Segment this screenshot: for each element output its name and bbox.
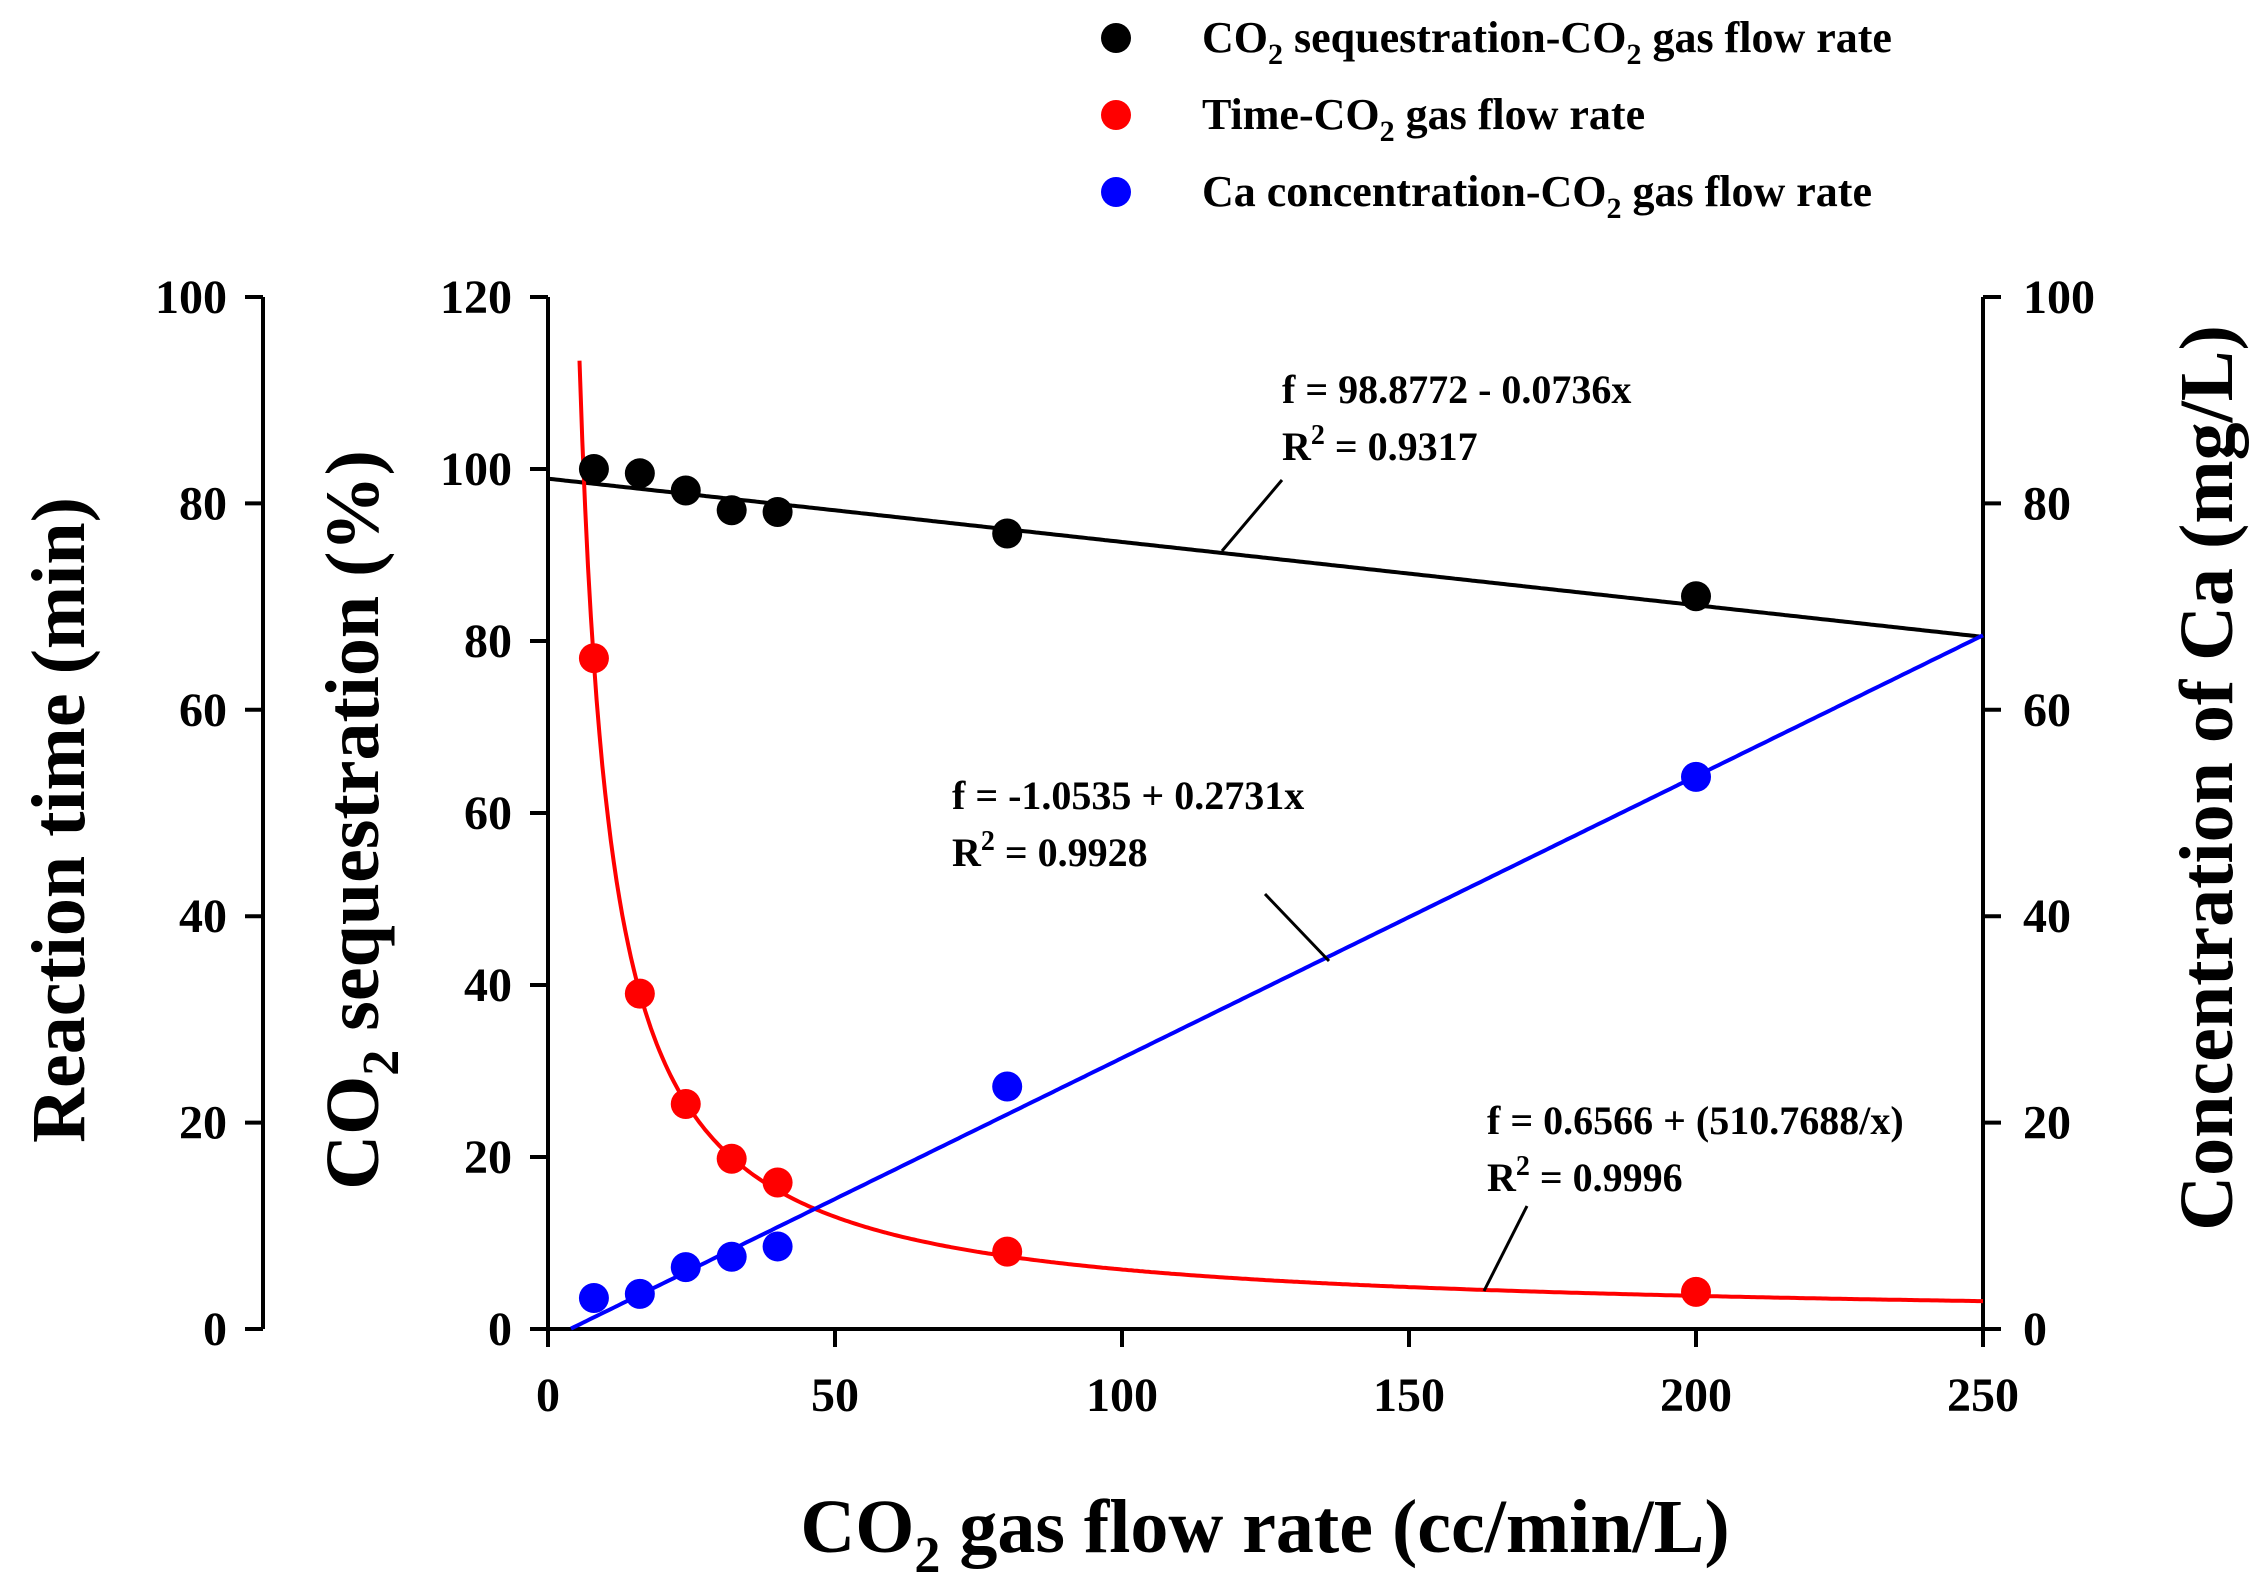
data-point-0: [762, 497, 793, 527]
data-point-2: [716, 1241, 747, 1272]
x-tick-label: 250: [1947, 1369, 2019, 1422]
fit-r2-2: R2 = 0.9928: [952, 826, 1148, 875]
x-tick-label: 50: [811, 1369, 859, 1422]
legend-label-0: CO2 sequestration-CO2 gas flow rate: [1202, 13, 1892, 71]
data-point-1: [992, 1236, 1023, 1267]
data-point-1: [670, 1089, 701, 1120]
legend-marker-2: [1101, 177, 1131, 207]
fit-equation-2: f = -1.0535 + 0.2731x: [952, 773, 1304, 818]
fit-r2-1: R2 = 0.9996: [1487, 1151, 1683, 1200]
x-axis-title: CO2 gas flow rate (cc/min/L): [800, 1485, 1729, 1582]
data-point-2: [762, 1231, 793, 1262]
data-points: [578, 454, 1711, 1314]
fit-line-2: [570, 633, 1984, 1331]
fit-leader-line-2: [1263, 892, 1331, 963]
data-point-0: [716, 495, 747, 526]
x-tick-label: 150: [1373, 1369, 1445, 1422]
fit-equation-1: f = 0.6566 + (510.7688/x): [1487, 1098, 1904, 1143]
data-point-2: [578, 1283, 609, 1314]
legend-marker-0: [1101, 23, 1131, 53]
data-point-0: [624, 458, 655, 489]
time-tick-label: 100: [155, 271, 227, 324]
ca-tick-label: 60: [2023, 684, 2071, 737]
time-tick-label: 80: [179, 477, 227, 530]
fit-line-1: [577, 360, 1983, 1304]
axis-titles: CO2 gas flow rate (cc/min/L) Reaction tim…: [17, 325, 2249, 1582]
ca-tick-label: 100: [2023, 271, 2095, 324]
seq-axis-title: CO2 sequestration (%): [311, 450, 410, 1190]
seq-tick-label: 20: [464, 1131, 512, 1184]
seq-tick-label: 80: [464, 615, 512, 668]
data-point-1: [762, 1167, 793, 1198]
data-point-2: [1681, 761, 1711, 792]
time-tick-label: 40: [179, 890, 227, 943]
data-point-1: [716, 1143, 747, 1174]
axes: 0 50 100 150 200 2500204060801001200204060801…: [155, 271, 2095, 1422]
fit-annotations: f = 98.8772 - 0.0736x R2 = 0.9317 f = 0.65…: [952, 367, 1904, 1292]
time-tick-label: 20: [179, 1097, 227, 1150]
seq-tick-label: 40: [464, 959, 512, 1012]
seq-tick-label: 120: [440, 271, 512, 324]
data-point-0: [578, 454, 609, 484]
fit-equation-0: f = 98.8772 - 0.0736x: [1282, 367, 1631, 412]
seq-tick-label: 60: [464, 787, 512, 840]
fit-line-0: [547, 476, 1984, 639]
legend: CO2 sequestration-CO2 gas flow rate Time-…: [1101, 13, 1892, 225]
x-tick-label: 100: [1086, 1369, 1158, 1422]
ca-tick-label: 40: [2023, 890, 2071, 943]
data-point-2: [670, 1252, 701, 1283]
time-axis-title: Reaction time (min): [17, 497, 101, 1143]
x-tick-label: 0: [536, 1369, 560, 1422]
data-point-1: [578, 643, 609, 674]
legend-marker-1: [1101, 100, 1131, 130]
legend-label-2: Ca concentration-CO2 gas flow rate: [1202, 167, 1872, 225]
data-point-0: [670, 475, 701, 506]
legend-label-1: Time-CO2 gas flow rate: [1202, 90, 1645, 148]
data-point-0: [992, 518, 1023, 549]
fit-leader-line-1: [1482, 1205, 1529, 1292]
data-point-1: [1681, 1276, 1711, 1307]
data-point-2: [624, 1278, 655, 1309]
ca-tick-label: 20: [2023, 1097, 2071, 1150]
data-point-0: [1681, 581, 1711, 612]
ca-tick-label: 0: [2023, 1303, 2047, 1356]
fit-leader-line-0: [1220, 479, 1284, 552]
ca-tick-label: 80: [2023, 477, 2071, 530]
seq-tick-label: 0: [488, 1303, 512, 1356]
seq-tick-label: 100: [440, 443, 512, 496]
data-point-1: [624, 978, 655, 1009]
time-tick-label: 0: [203, 1303, 227, 1356]
fit-r2-0: R2 = 0.9317: [1282, 420, 1478, 469]
ca-axis-title: Concentration of Ca (mg/L): [2165, 325, 2249, 1231]
data-point-2: [992, 1071, 1023, 1102]
time-tick-label: 60: [179, 684, 227, 737]
x-tick-label: 200: [1660, 1369, 1732, 1422]
